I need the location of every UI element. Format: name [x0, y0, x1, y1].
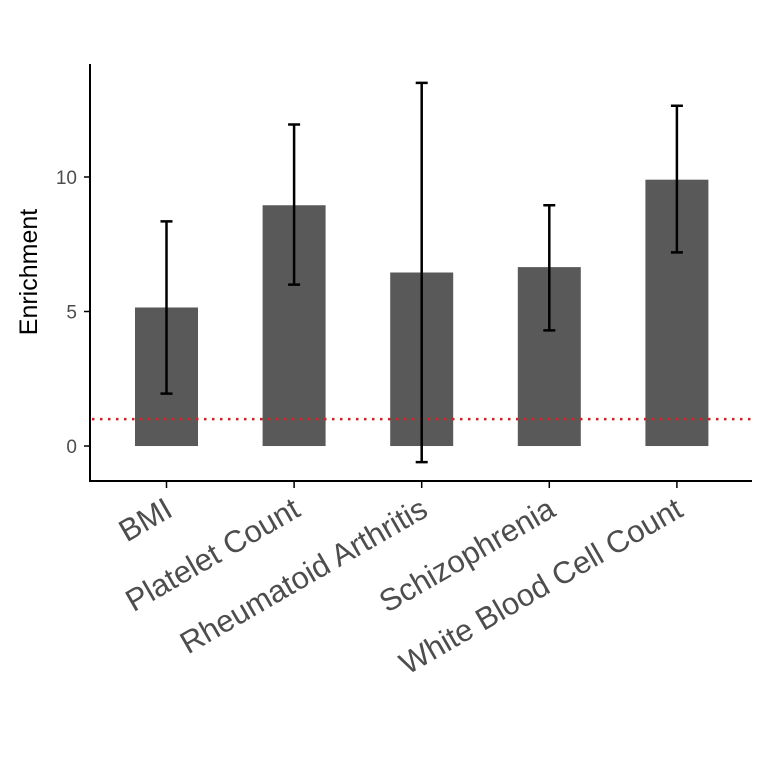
error-bars-layer [160, 81, 683, 464]
y-tick-label-5: 5 [66, 303, 77, 324]
y-axis-label: Enrichment [15, 209, 43, 335]
error-bar-bmi [160, 220, 173, 395]
error-bar-rheumatoid-arthritis [415, 81, 428, 464]
axes-layer [89, 64, 752, 482]
y-tick-label-10: 10 [56, 168, 77, 189]
error-bar-schizophrenia [543, 203, 556, 332]
y-ticks-layer: 0 5 10 [56, 168, 90, 458]
x-tick-label-bmi: BMI [113, 491, 178, 549]
error-bar-platelet-count [288, 123, 301, 286]
y-tick-label-0: 0 [66, 437, 77, 458]
error-bar-white-blood-cell-count [670, 104, 683, 254]
